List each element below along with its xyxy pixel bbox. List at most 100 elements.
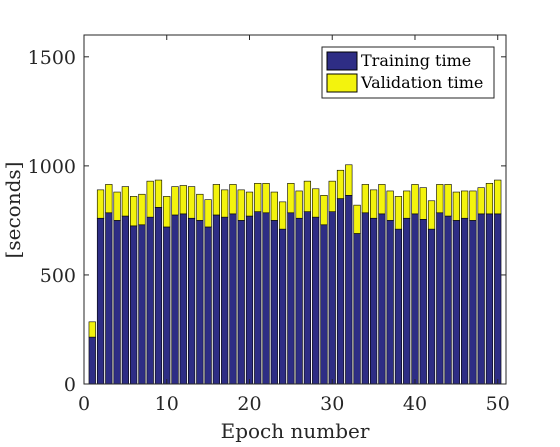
bar-training-epoch-32 xyxy=(345,195,353,385)
bar-training-epoch-47 xyxy=(469,220,477,385)
bar-training-epoch-17 xyxy=(221,216,229,385)
bar-validation-epoch-5 xyxy=(121,186,129,217)
bar-validation-epoch-34 xyxy=(361,184,369,214)
bar-validation-epoch-42 xyxy=(427,200,436,230)
bar-training-epoch-4 xyxy=(113,220,121,385)
bar-validation-epoch-16 xyxy=(212,184,221,216)
bar-training-epoch-29 xyxy=(320,224,328,385)
bar-validation-epoch-43 xyxy=(436,184,444,214)
bar-training-epoch-1 xyxy=(88,336,96,385)
bar-training-epoch-15 xyxy=(204,226,212,385)
bar-training-epoch-20 xyxy=(245,215,254,385)
bar-training-epoch-6 xyxy=(130,225,138,385)
bar-training-epoch-10 xyxy=(163,226,171,385)
bar-validation-epoch-2 xyxy=(96,189,105,219)
bar-validation-epoch-1 xyxy=(88,321,96,338)
y-tick-label-1500: 1500 xyxy=(28,47,76,69)
bar-training-epoch-44 xyxy=(444,215,452,385)
bar-training-epoch-49 xyxy=(485,213,494,385)
bar-validation-epoch-17 xyxy=(221,189,229,218)
bar-training-epoch-13 xyxy=(187,217,196,385)
bar-validation-epoch-12 xyxy=(179,185,187,215)
bar-validation-epoch-38 xyxy=(394,196,403,230)
bar-training-epoch-12 xyxy=(179,213,187,385)
bar-training-epoch-7 xyxy=(138,224,146,385)
bar-validation-epoch-29 xyxy=(320,195,328,226)
bar-validation-epoch-45 xyxy=(452,191,460,221)
x-tick-label-10: 10 xyxy=(155,393,179,415)
bar-validation-epoch-49 xyxy=(485,183,494,215)
x-tick-label-20: 20 xyxy=(237,393,261,415)
bar-validation-epoch-8 xyxy=(146,180,154,218)
bar-validation-epoch-11 xyxy=(171,186,179,216)
bar-training-epoch-9 xyxy=(154,207,163,385)
bar-training-epoch-33 xyxy=(353,233,361,385)
x-tick-label-0: 0 xyxy=(78,393,90,415)
x-axis-label: Epoch number xyxy=(221,419,370,443)
bar-validation-epoch-6 xyxy=(130,196,138,227)
y-tick-label-1000: 1000 xyxy=(28,156,76,178)
bar-validation-epoch-47 xyxy=(469,190,477,221)
bar-validation-epoch-31 xyxy=(336,169,345,199)
bar-training-epoch-16 xyxy=(212,214,221,385)
y-tick-label-0: 0 xyxy=(64,374,76,396)
y-axis-ticks: 0 500 1000 1500 xyxy=(28,47,506,396)
bar-training-epoch-24 xyxy=(278,228,287,385)
bar-training-epoch-48 xyxy=(477,213,485,385)
bar-training-epoch-18 xyxy=(229,213,237,385)
bar-validation-epoch-7 xyxy=(138,193,146,226)
bar-validation-epoch-14 xyxy=(196,193,204,221)
bar-validation-epoch-50 xyxy=(494,179,502,215)
bar-training-epoch-30 xyxy=(328,211,336,385)
legend-swatch-training xyxy=(326,51,358,71)
plot-frame xyxy=(83,34,507,385)
bar-validation-epoch-33 xyxy=(353,204,361,234)
bar-training-epoch-42 xyxy=(427,228,436,385)
bar-validation-epoch-20 xyxy=(245,191,254,217)
bar-training-epoch-26 xyxy=(295,217,303,385)
bar-validation-epoch-3 xyxy=(105,184,113,214)
bar-training-epoch-11 xyxy=(171,214,179,385)
bar-validation-epoch-18 xyxy=(229,184,237,215)
x-tick-label-30: 30 xyxy=(320,393,344,415)
x-tick-label-50: 50 xyxy=(486,393,510,415)
bar-validation-epoch-30 xyxy=(328,180,336,212)
bar-validation-epoch-15 xyxy=(204,199,212,228)
legend-swatch-validation xyxy=(326,73,358,93)
bar-training-epoch-8 xyxy=(146,216,154,385)
bar-training-epoch-31 xyxy=(336,198,345,385)
bar-validation-epoch-28 xyxy=(312,188,320,218)
bar-training-epoch-19 xyxy=(237,220,245,385)
bar-training-epoch-21 xyxy=(254,211,262,385)
bar-validation-epoch-35 xyxy=(369,189,378,219)
bar-training-epoch-27 xyxy=(303,211,312,385)
bar-validation-epoch-13 xyxy=(187,186,196,219)
legend-label-validation: Validation time xyxy=(360,73,483,92)
bar-training-epoch-35 xyxy=(369,217,378,385)
bar-training-epoch-5 xyxy=(121,215,129,385)
x-tick-label-40: 40 xyxy=(403,393,427,415)
bar-training-epoch-40 xyxy=(411,213,419,385)
bar-training-epoch-22 xyxy=(262,212,270,385)
bar-validation-epoch-22 xyxy=(262,183,270,214)
bar-training-epoch-38 xyxy=(394,228,403,385)
bar-training-epoch-3 xyxy=(105,212,113,385)
bar-training-epoch-34 xyxy=(361,212,369,385)
bar-training-epoch-50 xyxy=(494,213,502,385)
bar-validation-epoch-40 xyxy=(411,184,419,215)
bar-validation-epoch-19 xyxy=(237,189,245,221)
y-tick-label-500: 500 xyxy=(40,265,76,287)
legend: Training time Validation time xyxy=(321,46,495,99)
bar-validation-epoch-21 xyxy=(254,183,262,212)
bar-validation-epoch-9 xyxy=(154,179,163,208)
bar-validation-epoch-27 xyxy=(303,180,312,212)
bar-validation-epoch-48 xyxy=(477,187,485,215)
bar-validation-epoch-32 xyxy=(345,164,353,196)
bar-training-epoch-46 xyxy=(461,217,469,385)
bar-training-epoch-2 xyxy=(96,217,105,385)
bar-validation-epoch-37 xyxy=(386,190,394,221)
y-axis-label: [seconds] xyxy=(1,162,25,259)
x-axis-ticks: 0 10 20 30 40 50 xyxy=(78,35,510,415)
bar-training-epoch-41 xyxy=(419,219,427,385)
bar-training-epoch-25 xyxy=(287,212,295,385)
